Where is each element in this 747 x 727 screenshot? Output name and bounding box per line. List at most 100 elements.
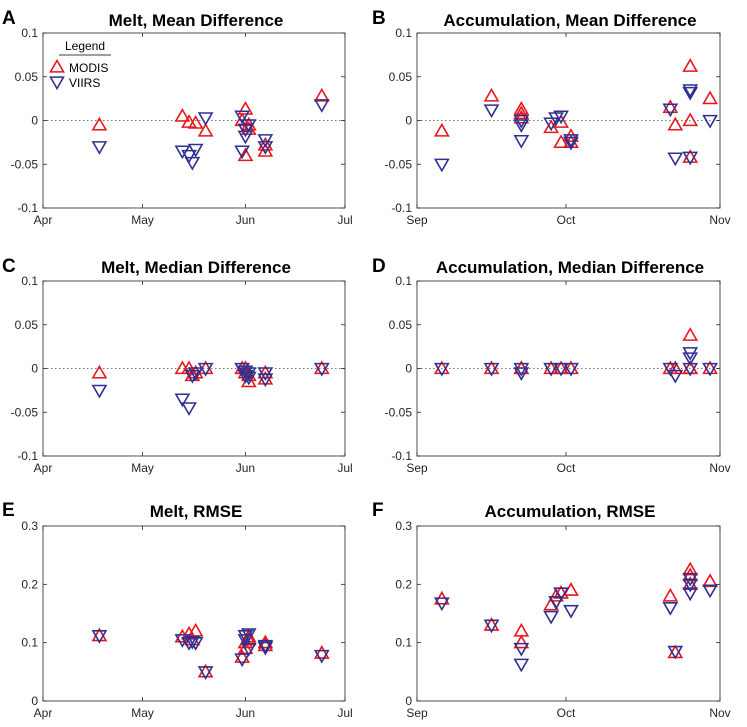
panel-d: D Accumulation, Median Difference -0.1-0… [372, 256, 731, 475]
legend-title: Legend [65, 39, 105, 53]
modis-marker [682, 567, 699, 582]
y-tick-label: 0.1 [395, 26, 412, 40]
viirs-marker [313, 99, 330, 113]
x-tick-label: Nov [709, 461, 730, 475]
panel-letter: E [2, 500, 15, 521]
modis-marker [553, 584, 569, 599]
viirs-marker [513, 114, 530, 129]
x-tick-label: Jun [236, 213, 255, 227]
viirs-marker [181, 402, 197, 416]
viirs-marker [234, 362, 250, 377]
y-tick-label: 0 [405, 362, 412, 376]
modis-marker [483, 360, 500, 375]
viirs-marker [197, 666, 214, 680]
modis-marker [257, 370, 274, 385]
viirs-marker [234, 110, 250, 125]
viirs-marker [433, 362, 450, 377]
y-tick-label: 0.05 [15, 70, 39, 84]
y-tick-label: -0.1 [17, 449, 38, 463]
panel-title: Melt, Mean Difference [109, 11, 284, 30]
viirs-marker [197, 112, 214, 126]
modis-marker [240, 631, 257, 646]
panel-letter: F [372, 500, 384, 521]
y-tick-label: -0.05 [385, 157, 413, 171]
viirs-marker [563, 604, 579, 619]
viirs-marker [513, 134, 530, 149]
modis-legend-marker [49, 58, 65, 73]
modis-marker [237, 147, 254, 162]
x-tick-label: Oct [557, 706, 576, 720]
modis-marker [91, 627, 108, 642]
viirs-marker [702, 114, 718, 129]
x-tick-label: Jul [337, 706, 352, 720]
plot-layer: -0.1 -0.05 0 0.05 0.1 Apr May Jun Jul [11, 274, 353, 475]
modis-marker [513, 101, 530, 115]
viirs-marker [667, 645, 684, 660]
viirs-marker [187, 367, 204, 381]
panel-letter: D [372, 256, 386, 277]
modis-marker [313, 360, 330, 375]
viirs-marker [543, 117, 559, 132]
modis-marker [702, 573, 718, 588]
x-tick-label: Apr [34, 461, 53, 475]
viirs-marker [553, 110, 569, 125]
viirs-marker [563, 134, 579, 148]
viirs-marker [513, 658, 530, 673]
x-tick-label: Nov [709, 706, 730, 720]
modis-marker [682, 576, 699, 591]
viirs-marker [240, 119, 257, 133]
modis-marker [234, 649, 250, 663]
panel-c: C Melt, Median Difference -0.1 -0.05 0 0.05… [2, 256, 353, 475]
modis-marker [682, 327, 699, 341]
x-tick-label: Oct [557, 213, 576, 227]
viirs-marker [553, 587, 569, 602]
modis-marker [513, 634, 530, 649]
y-tick-label: 0.2 [21, 577, 38, 591]
modis-marker [313, 645, 330, 659]
y-tick-label: 0.05 [15, 318, 39, 332]
panel-a: A Melt, Mean Difference -0.1 -0.05 0 0.05 0.… [2, 8, 353, 227]
panel-title: Melt, Median Difference [101, 258, 291, 277]
modis-marker [237, 101, 254, 115]
viirs-marker [91, 141, 108, 155]
modis-marker [174, 108, 191, 122]
viirs-marker [237, 629, 254, 644]
modis-marker [682, 360, 699, 375]
panel-title: Accumulation, RMSE [485, 502, 656, 521]
modis-marker [257, 637, 274, 652]
modis-marker [257, 364, 274, 379]
panel-letter: B [372, 8, 386, 29]
viirs-marker [184, 635, 201, 650]
viirs-marker [174, 145, 191, 160]
viirs-marker [682, 587, 699, 602]
legend-entry-label: VIIRS [69, 76, 100, 90]
viirs-marker [548, 596, 564, 610]
viirs-marker [543, 362, 559, 377]
modis-marker [682, 112, 699, 127]
x-tick-label: May [131, 461, 154, 475]
viirs-marker [240, 642, 257, 657]
viirs-marker [433, 597, 450, 612]
plot-layer: -0.1 -0.05 0 0.05 0.1 Sep Oct Nov [385, 26, 731, 227]
y-tick-label: 0.2 [395, 577, 412, 591]
y-tick-label: -0.05 [11, 405, 39, 419]
modis-marker [682, 149, 699, 163]
modis-marker [662, 99, 679, 114]
viirs-marker [257, 134, 274, 148]
y-tick-label: -0.05 [385, 405, 413, 419]
y-tick-label: 0.3 [395, 519, 412, 533]
viirs-marker [483, 104, 500, 119]
modis-marker [433, 360, 450, 375]
viirs-marker [682, 151, 699, 166]
modis-marker [513, 105, 530, 120]
viirs-marker [240, 628, 257, 643]
x-tick-label: Sep [406, 461, 428, 475]
modis-marker [197, 663, 214, 678]
modis-marker [483, 87, 500, 102]
panel-letter: A [2, 8, 16, 29]
viirs-marker [433, 158, 450, 173]
viirs-marker [257, 373, 274, 388]
modis-marker [667, 360, 684, 375]
modis-marker [313, 87, 330, 102]
